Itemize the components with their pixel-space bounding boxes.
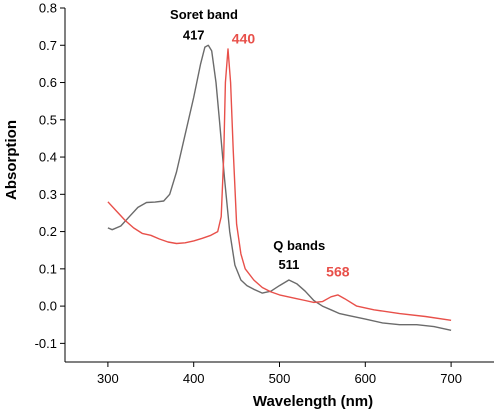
annotation-peak417: 417: [183, 28, 205, 43]
annotation-peak511: 511: [278, 257, 299, 272]
x-tick-label: 400: [183, 371, 205, 386]
series-line-2: [107, 48, 452, 321]
x-tick-label: 300: [97, 371, 119, 386]
y-tick-label: 0.1: [39, 261, 57, 276]
series-line-1: [107, 44, 452, 331]
y-tick-label: -0.1: [35, 336, 57, 351]
annotation-peak440: 440: [232, 30, 256, 46]
y-tick-label: 0.4: [39, 150, 57, 165]
y-tick-label: 0.5: [39, 112, 57, 127]
y-tick-label: 0.7: [39, 38, 57, 53]
annotation-layer: Soret band 417 440 Q bands 511 568: [170, 7, 350, 279]
y-axis-ticks: -0.1 0.0 0.1 0.2 0.3 0.4 0.5 0.6 0.7 0.8: [35, 1, 65, 351]
annotation-peak568: 568: [326, 263, 350, 279]
x-tick-label: 700: [440, 371, 462, 386]
y-tick-label: 0.8: [39, 1, 57, 16]
y-tick-label: 0.6: [39, 75, 57, 90]
x-axis-ticks: 300 400 500 600 700: [97, 362, 462, 386]
y-axis-title: Absorption: [3, 120, 20, 200]
annotation-soret: Soret band: [170, 7, 238, 22]
chart-axes: [64, 8, 494, 363]
y-tick-label: 0.0: [39, 299, 57, 314]
x-tick-label: 600: [354, 371, 376, 386]
x-tick-label: 500: [269, 371, 291, 386]
series-layer: [107, 44, 452, 331]
x-axis-title: Wavelength (nm): [253, 393, 373, 410]
annotation-qbands: Q bands: [273, 238, 325, 253]
y-tick-label: 0.3: [39, 187, 57, 202]
y-tick-label: 0.2: [39, 224, 57, 239]
